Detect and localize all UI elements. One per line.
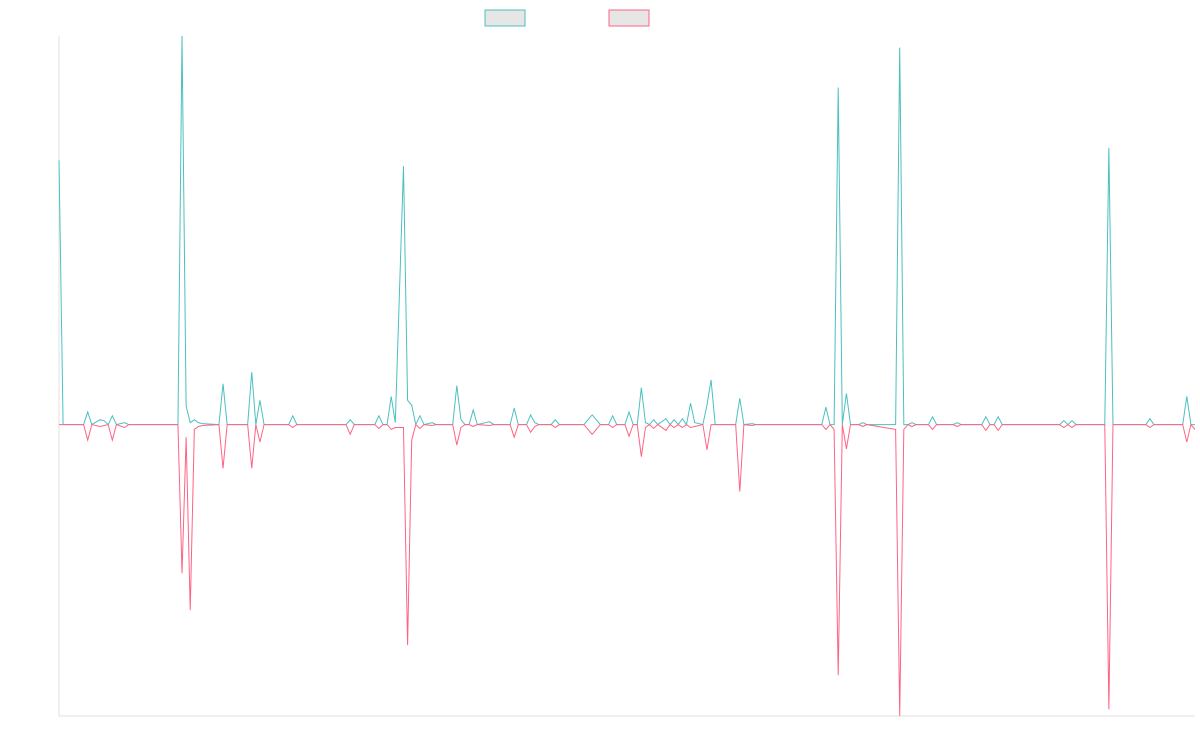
line-series [59,423,1196,717]
legend-swatch [608,9,650,27]
line-series [58,35,1195,427]
legend-swatch [484,9,526,27]
